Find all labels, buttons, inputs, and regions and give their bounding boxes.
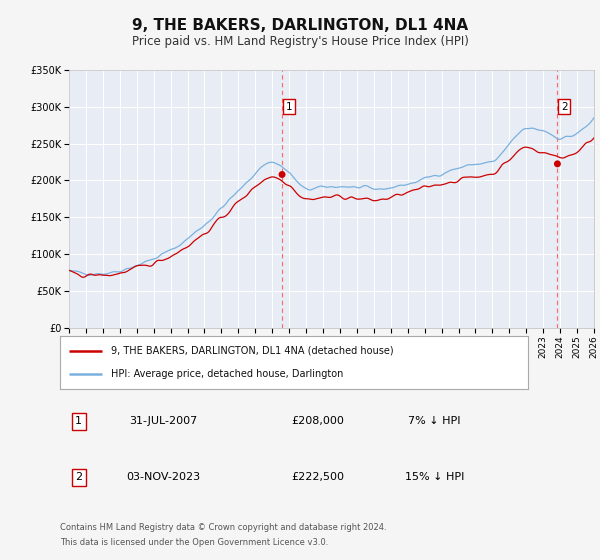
Text: This data is licensed under the Open Government Licence v3.0.: This data is licensed under the Open Gov…	[60, 538, 328, 547]
Text: 31-JUL-2007: 31-JUL-2007	[129, 417, 197, 426]
Text: 15% ↓ HPI: 15% ↓ HPI	[405, 473, 464, 482]
Text: 7% ↓ HPI: 7% ↓ HPI	[408, 417, 461, 426]
Point	[277, 170, 287, 179]
Text: £208,000: £208,000	[291, 417, 344, 426]
Text: 2: 2	[75, 473, 82, 482]
Text: HPI: Average price, detached house, Darlington: HPI: Average price, detached house, Darl…	[112, 369, 344, 379]
Text: Price paid vs. HM Land Registry's House Price Index (HPI): Price paid vs. HM Land Registry's House …	[131, 35, 469, 49]
Text: 1: 1	[75, 417, 82, 426]
Point	[553, 160, 562, 169]
Text: 2: 2	[561, 102, 568, 112]
Text: 1: 1	[286, 102, 292, 112]
Text: Contains HM Land Registry data © Crown copyright and database right 2024.: Contains HM Land Registry data © Crown c…	[60, 523, 386, 532]
Text: £222,500: £222,500	[291, 473, 344, 482]
Text: 9, THE BAKERS, DARLINGTON, DL1 4NA (detached house): 9, THE BAKERS, DARLINGTON, DL1 4NA (deta…	[112, 346, 394, 356]
Text: 9, THE BAKERS, DARLINGTON, DL1 4NA: 9, THE BAKERS, DARLINGTON, DL1 4NA	[132, 18, 468, 32]
Text: 03-NOV-2023: 03-NOV-2023	[126, 473, 200, 482]
